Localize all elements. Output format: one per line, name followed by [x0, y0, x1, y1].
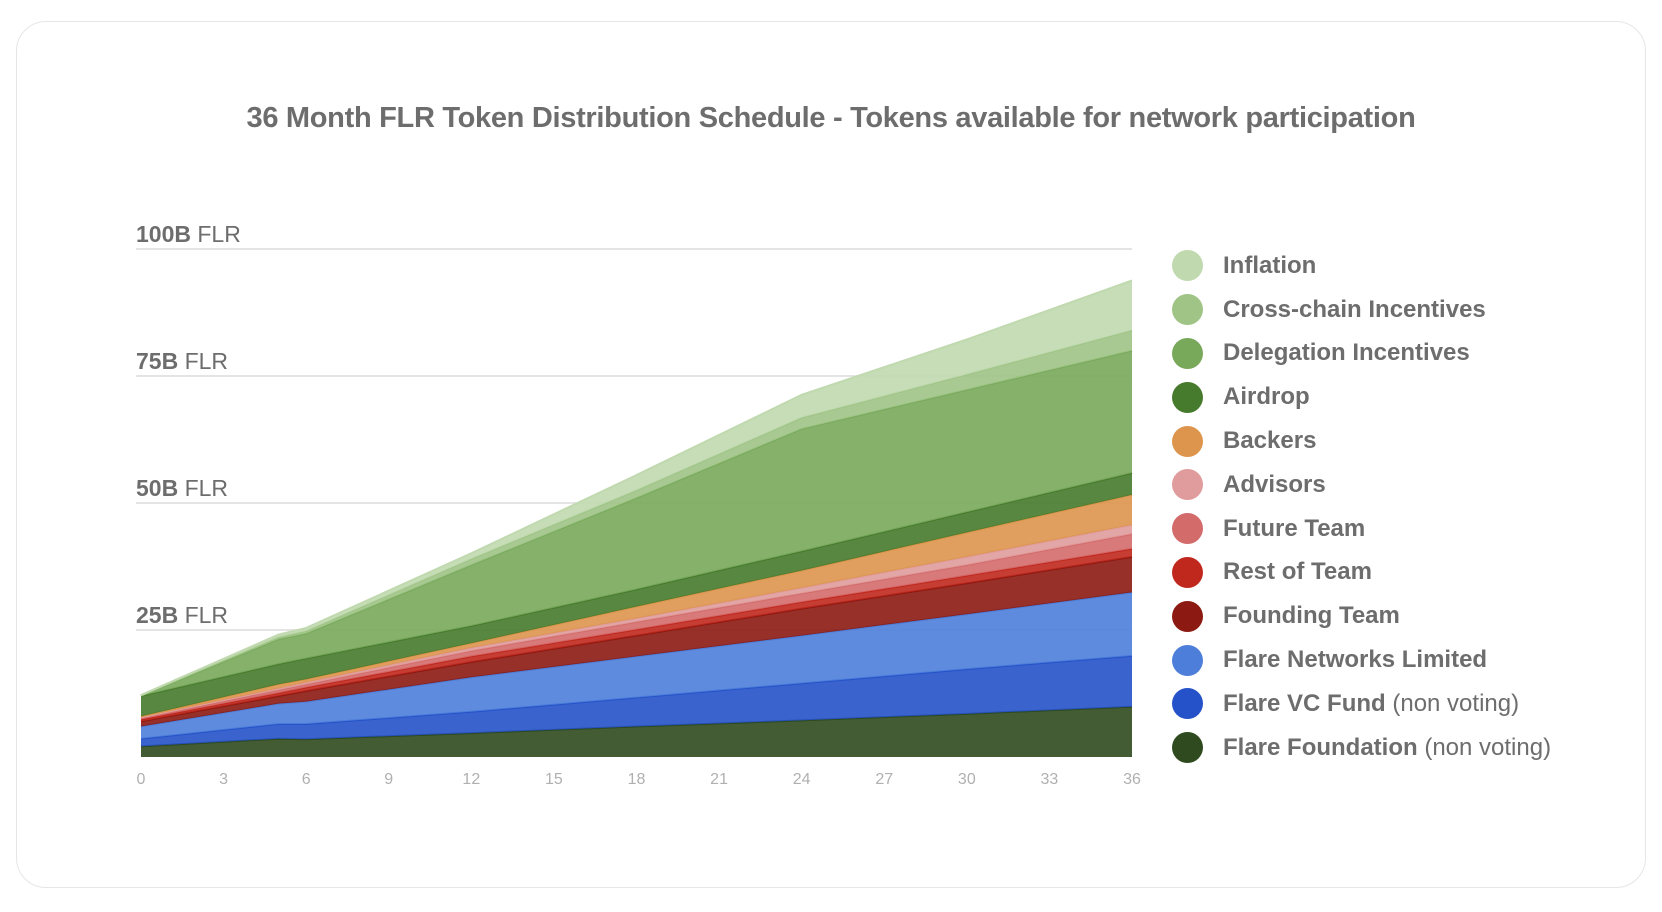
legend-item: Delegation Incentives [1172, 332, 1551, 376]
area-flare-vc-fund [141, 655, 1132, 747]
area-delegation-incentives [141, 350, 1132, 697]
legend-label: Rest of Team [1223, 558, 1372, 586]
y-tick-label: 100B FLR [136, 221, 241, 247]
chart-card [16, 21, 1646, 888]
legend-label: Advisors [1223, 470, 1326, 498]
x-tick-label: 6 [302, 771, 311, 788]
x-tick-label: 12 [462, 771, 480, 788]
x-tick-label: 30 [958, 771, 976, 788]
legend-label: Cross-chain Incentives [1223, 295, 1486, 323]
legend-item: Flare Foundation (non voting) [1172, 726, 1551, 770]
legend-label: Delegation Incentives [1223, 339, 1470, 367]
legend-swatch [1172, 425, 1203, 457]
x-tick-label: 27 [875, 771, 893, 788]
legend-label: Airdrop [1223, 383, 1310, 411]
y-tick-label: 50B FLR [136, 475, 228, 501]
area-founding-team [141, 556, 1132, 727]
legend-swatch [1172, 469, 1203, 501]
legend-swatch [1172, 600, 1203, 632]
chart-title: 36 Month FLR Token Distribution Schedule… [246, 102, 1416, 134]
area-future-team [141, 533, 1132, 720]
legend-swatch [1172, 250, 1203, 282]
legend-swatch [1172, 644, 1203, 676]
x-tick-label: 36 [1123, 771, 1141, 788]
legend-swatch [1172, 381, 1203, 413]
x-tick-label: 24 [793, 771, 811, 788]
legend-label: Founding Team [1223, 602, 1400, 630]
legend-swatch [1172, 513, 1203, 545]
legend-item: Cross-chain Incentives [1172, 288, 1551, 332]
legend-item: Rest of Team [1172, 551, 1551, 595]
legend-label: Flare VC Fund (non voting) [1223, 689, 1520, 717]
legend-label: Inflation [1223, 251, 1317, 279]
legend-swatch [1172, 556, 1203, 588]
legend-item: Inflation [1172, 244, 1551, 288]
x-tick-label: 3 [219, 771, 228, 788]
legend-label: Flare Networks Limited [1223, 646, 1488, 674]
x-tick-label: 18 [628, 771, 646, 788]
legend-item: Flare VC Fund (non voting) [1172, 682, 1551, 726]
legend-label: Backers [1223, 427, 1317, 455]
area-cross-chain-incentives [141, 330, 1132, 696]
legend-label: Flare Foundation (non voting) [1223, 733, 1552, 761]
x-tick-label: 0 [137, 771, 146, 788]
legend-swatch [1172, 337, 1203, 369]
legend: Inflation Cross-chain Incentives Delegatio… [1172, 244, 1551, 770]
legend-swatch [1172, 688, 1203, 720]
x-tick-label: 15 [545, 771, 563, 788]
line-inflation [140, 279, 1133, 696]
area-flare-foundation [141, 706, 1132, 757]
y-tick-label: 25B FLR [136, 602, 228, 628]
legend-swatch [1172, 732, 1203, 764]
area-flare-networks-limited [141, 592, 1132, 739]
legend-label: Future Team [1223, 514, 1366, 542]
area-rest-of-team [141, 548, 1132, 722]
x-tick-label: 21 [710, 771, 728, 788]
legend-item: Backers [1172, 419, 1551, 463]
legend-item: Advisors [1172, 463, 1551, 507]
legend-swatch [1172, 294, 1203, 326]
legend-item: Airdrop [1172, 375, 1551, 419]
y-tick-label: 75B FLR [136, 348, 228, 374]
x-tick-label: 33 [1041, 771, 1059, 788]
legend-item: Founding Team [1172, 594, 1551, 638]
legend-item: Flare Networks Limited [1172, 638, 1551, 682]
legend-item: Future Team [1172, 507, 1551, 551]
area-airdrop [141, 473, 1132, 717]
x-tick-label: 9 [384, 771, 393, 788]
